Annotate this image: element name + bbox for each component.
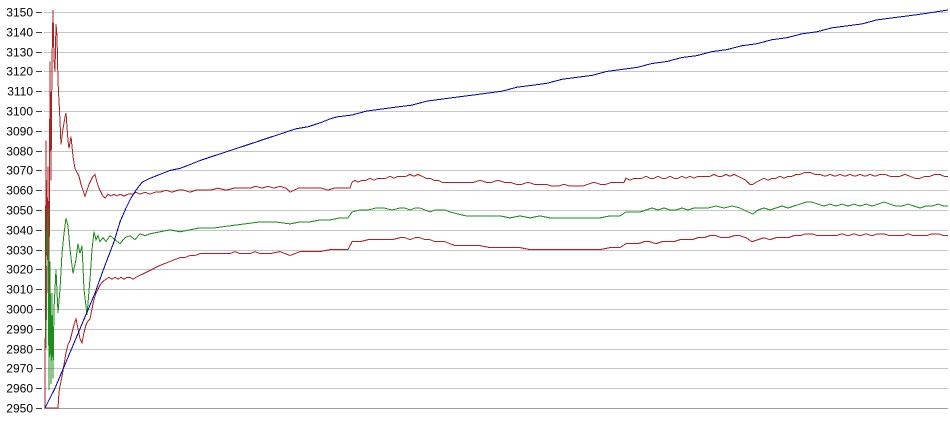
- y-axis-tick-label: 3050: [6, 204, 33, 218]
- series-green-middle-line: [45, 201, 948, 391]
- y-axis-tick-label: 2990: [6, 323, 33, 337]
- y-axis-tick-label: 3020: [6, 263, 33, 277]
- series-red-lower-band: [45, 233, 948, 409]
- y-axis-tick-label: 3010: [6, 283, 33, 297]
- y-axis-tick-label: 3130: [6, 46, 33, 60]
- y-axis-tick-label: 3140: [6, 26, 33, 40]
- y-axis-tick-label: 2980: [6, 343, 33, 357]
- y-axis-tick-label: 3040: [6, 224, 33, 238]
- y-axis-tick-label: 3070: [6, 164, 33, 178]
- y-axis-tick-label: 3060: [6, 184, 33, 198]
- y-axis-tick-label: 2970: [6, 362, 33, 376]
- y-axis-tick-label: 3080: [6, 145, 33, 159]
- series-blue-rising-line: [44, 9, 949, 409]
- y-axis-tick-label: 3030: [6, 244, 33, 258]
- y-axis-tick-label: 3110: [7, 85, 33, 99]
- y-axis-tick-label: 3000: [6, 303, 33, 317]
- y-axis-tick-label: 2950: [6, 402, 33, 416]
- y-axis-tick-label: 2960: [6, 382, 33, 396]
- y-axis-tick-label: 3100: [6, 105, 33, 119]
- series-red-upper-band: [44, 9, 948, 409]
- y-axis-tick-label: 3090: [6, 125, 33, 139]
- y-axis-tick-label: 3150: [6, 6, 33, 20]
- y-axis-tick-label: 3120: [6, 65, 33, 79]
